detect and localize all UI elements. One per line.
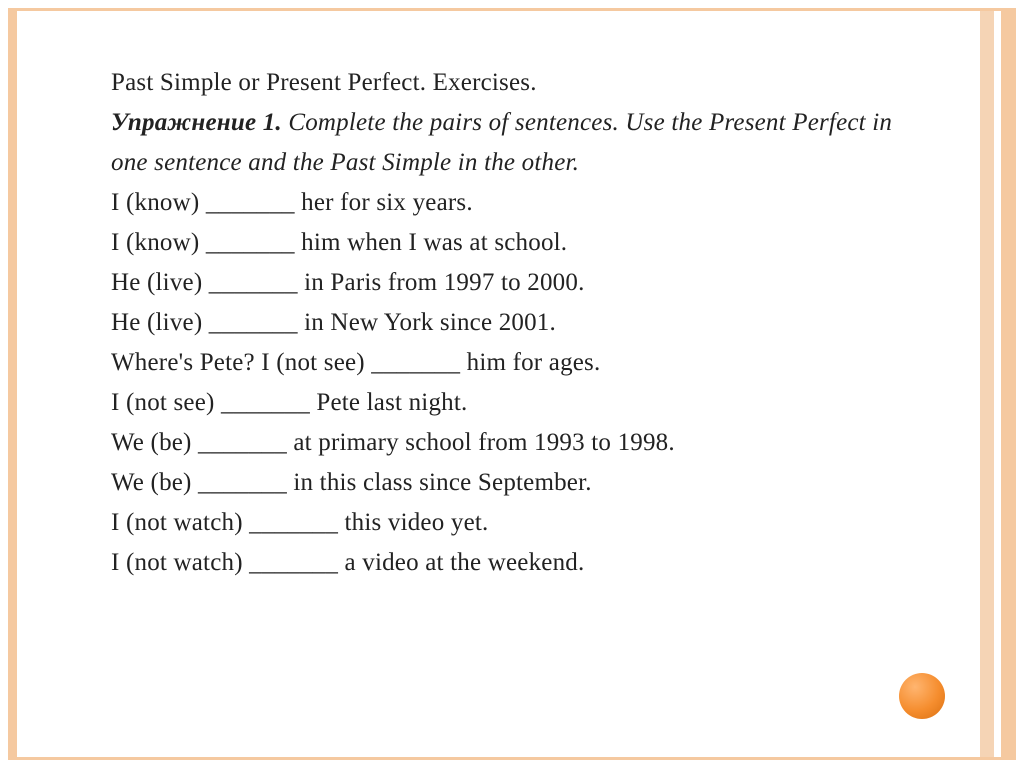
exercise-item: I (know) _______ him when I was at schoo…	[111, 223, 893, 263]
left-accent-stripe	[11, 11, 17, 757]
instruction-line: Упражнение 1. Complete the pairs of sent…	[111, 103, 893, 183]
exercise-label: Упражнение 1.	[111, 109, 282, 136]
exercise-item: We (be) _______ in this class since Sept…	[111, 463, 893, 503]
exercise-item: I (know) _______ her for six years.	[111, 183, 893, 223]
right-accent-stripes	[980, 11, 1013, 757]
exercise-content: Past Simple or Present Perfect. Exercise…	[111, 63, 893, 583]
exercise-item: I (not watch) _______ a video at the wee…	[111, 543, 893, 583]
decorative-dot-icon	[899, 673, 945, 719]
stripe-gap	[994, 11, 1001, 757]
exercise-item: He (live) _______ in Paris from 1997 to …	[111, 263, 893, 303]
exercise-item: We (be) _______ at primary school from 1…	[111, 423, 893, 463]
stripe-dark	[1001, 11, 1013, 757]
stripe-light	[980, 11, 994, 757]
exercise-item: I (not watch) _______ this video yet.	[111, 503, 893, 543]
exercise-item: Where's Pete? I (not see) _______ him fo…	[111, 343, 893, 383]
exercise-item: He (live) _______ in New York since 2001…	[111, 303, 893, 343]
heading: Past Simple or Present Perfect. Exercise…	[111, 63, 893, 103]
exercise-item: I (not see) _______ Pete last night.	[111, 383, 893, 423]
slide-frame: Past Simple or Present Perfect. Exercise…	[8, 8, 1016, 760]
